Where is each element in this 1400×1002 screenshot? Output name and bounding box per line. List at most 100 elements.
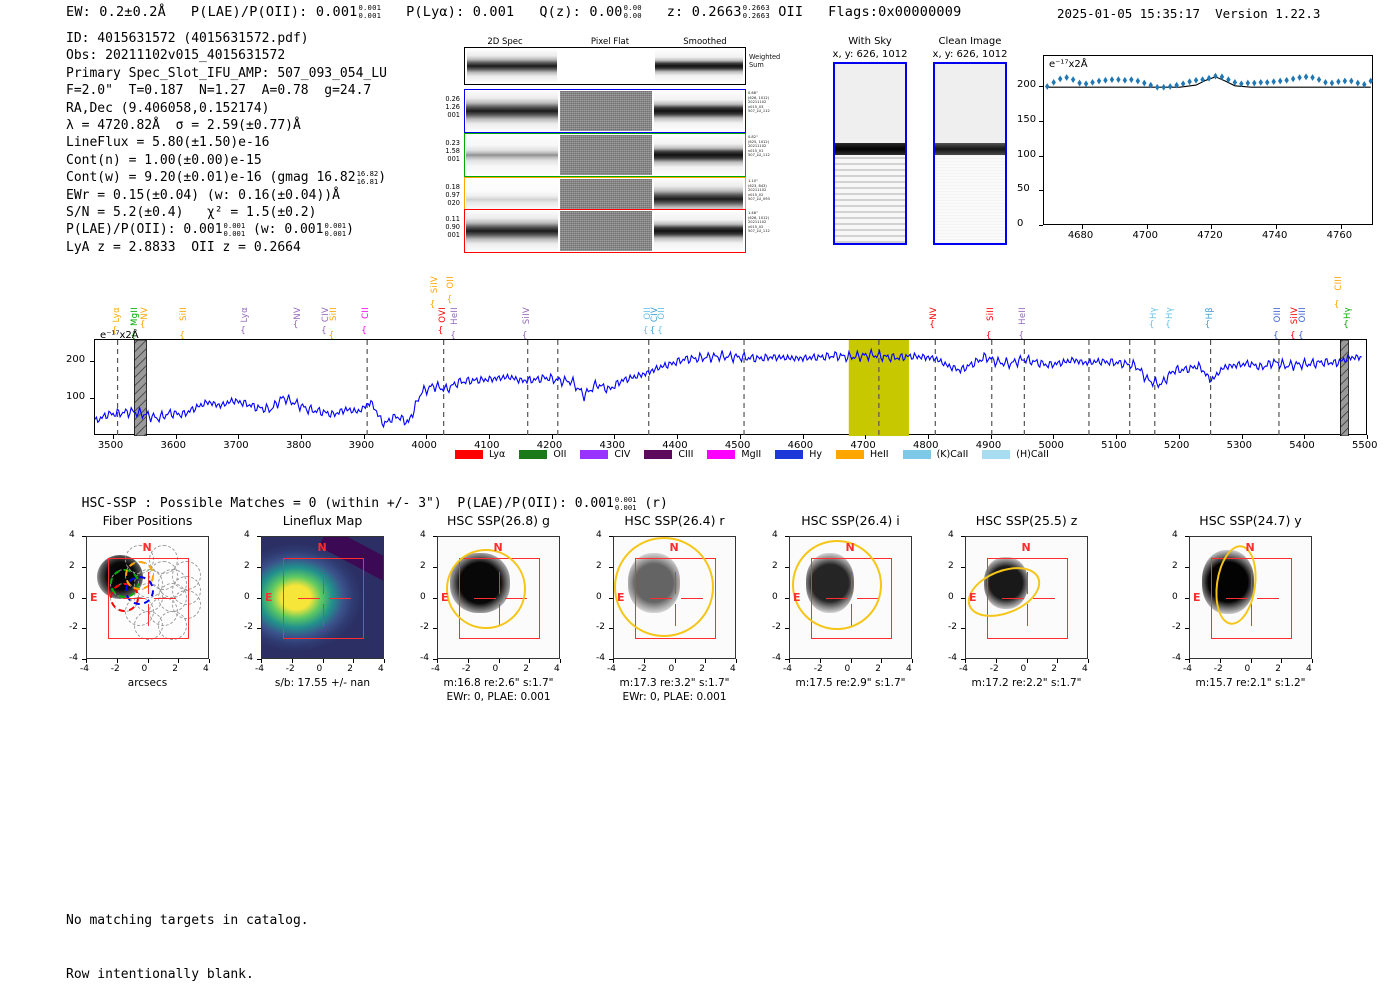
- x-tick: [739, 435, 741, 439]
- emission-line-bracket: {: [1148, 320, 1155, 331]
- north-marker: N: [669, 541, 679, 554]
- x-tick: [1250, 659, 1252, 663]
- cutout-title: HSC SSP(26.4) r: [624, 513, 725, 528]
- tick-label: 4: [1172, 530, 1178, 540]
- y-tick: [961, 566, 965, 568]
- y-tick: [785, 597, 789, 599]
- info-id: ID: 4015631572 (4015631572.pdf): [66, 31, 309, 46]
- tick-label: 4: [730, 664, 736, 674]
- emission-line-label: CIII: [1333, 276, 1344, 291]
- east-marker: E: [265, 590, 273, 604]
- tick-label: -2: [813, 664, 823, 674]
- fiber-row-1-meta: 0.66" (626, 1012) 20211102 v015_03 507_L…: [748, 91, 770, 114]
- x-tick: [437, 659, 438, 663]
- x-tick: [990, 435, 992, 439]
- emission-line-bracket: {: [139, 320, 146, 331]
- tick-label: 5500: [1352, 440, 1378, 451]
- weighted-sum-smoothed: [655, 50, 743, 82]
- header-plae-poii: P(LAE)/P(OII): 0.001: [190, 4, 358, 20]
- y-tick: [1039, 155, 1043, 157]
- x-tick: [850, 659, 852, 663]
- with-sky-title: With Sky: [848, 36, 892, 47]
- emission-line-label: OIII: [1272, 307, 1283, 323]
- emission-line-bracket: {: [437, 325, 444, 336]
- with-sky-coords: x, y: 626, 1012: [832, 49, 908, 60]
- x-tick: [736, 659, 737, 663]
- x-tick: [384, 659, 385, 663]
- emission-line-label: Lyα: [111, 307, 122, 323]
- emission-line-bracket: {: [985, 331, 992, 342]
- header-ew: EW: 0.2±0.2Å: [66, 4, 166, 20]
- source-blob: [1202, 550, 1254, 614]
- x-tick: [467, 659, 469, 663]
- emission-line-bracket: {: [1298, 331, 1304, 342]
- header-z: z: 0.2663: [666, 4, 742, 20]
- info-redshifts: LyA z = 2.8833 OII z = 0.2664: [66, 239, 301, 255]
- crosshair-left: [1001, 597, 1024, 600]
- x-tick: [529, 659, 531, 663]
- x-tick: [643, 659, 645, 663]
- tick-label: 4: [772, 530, 778, 540]
- tick-label: -2: [1172, 622, 1181, 633]
- north-marker: N: [317, 541, 327, 554]
- tick-label: 4700: [1132, 230, 1158, 241]
- tick-label: 2: [1051, 664, 1057, 674]
- fiber-row-4-meta: 1.46" (626, 1012) 20211102 v015_02 507_L…: [748, 211, 770, 234]
- tick-label: -4: [959, 664, 968, 674]
- y-tick: [785, 536, 789, 537]
- aperture-rect: [283, 558, 364, 639]
- x-tick: [1081, 225, 1083, 229]
- tick-label: -4: [255, 664, 264, 674]
- tick-label: 0: [596, 591, 602, 602]
- emission-line-label: HeII: [450, 307, 461, 325]
- tick-label: 4: [378, 664, 384, 674]
- tick-label: 4: [1082, 664, 1088, 674]
- fiber-row-2-left-label: 0.23 1.58 001: [445, 139, 460, 164]
- legend-label: CIII: [678, 449, 694, 460]
- emission-line-bracket: {: [929, 320, 936, 331]
- emission-line-bracket: {: [292, 320, 299, 331]
- y-tick: [82, 659, 86, 660]
- info-ewr: EWr = 0.15(±0.04) (w: 0.16(±0.04))Å: [66, 187, 340, 203]
- tick-label: 4000: [411, 440, 437, 451]
- y-tick: [433, 628, 437, 630]
- emission-line-bracket: {: [1272, 331, 1279, 342]
- tick-label: -2: [244, 622, 253, 633]
- cutout-caption-1: s/b: 17.55 +/- nan: [274, 677, 371, 689]
- x-tick: [1053, 435, 1055, 439]
- tick-label: 4600: [787, 440, 814, 451]
- legend-item: HeII: [836, 449, 889, 460]
- footer-line-2: Row intentionally blank.: [66, 967, 254, 982]
- x-tick: [489, 435, 491, 439]
- crosshair-top: [147, 571, 150, 594]
- x-tick: [112, 435, 114, 439]
- panel-title-pixelflat: Pixel Flat: [590, 37, 630, 47]
- cutout-title: HSC SSP(24.7) y: [1199, 513, 1302, 528]
- tick-label: 4740: [1261, 230, 1288, 241]
- crosshair-top: [1250, 571, 1253, 594]
- emission-line-label: CII: [361, 307, 372, 319]
- header-flags: Flags:0x00000009: [828, 4, 962, 20]
- x-tick: [674, 659, 676, 663]
- tick-label: 2: [772, 560, 778, 571]
- source-blob: [984, 557, 1028, 609]
- cutout-caption-1: m:17.3 re:3.2" s:1.7": [619, 677, 730, 689]
- tick-label: -4: [244, 653, 253, 663]
- y-tick: [785, 628, 789, 630]
- fiber-row-1-smoothed: [654, 91, 743, 131]
- x-tick: [175, 435, 177, 439]
- y-tick: [82, 536, 86, 537]
- x-tick: [209, 659, 210, 663]
- cutout-caption-1: m:16.8 re:2.6" s:1.7": [443, 677, 554, 689]
- crosshair-right: [1256, 597, 1279, 600]
- y-tick: [785, 659, 789, 660]
- zoom-units-label: e⁻¹⁷x2Å: [1049, 59, 1088, 70]
- clean-image-title: Clean Image: [938, 36, 1002, 47]
